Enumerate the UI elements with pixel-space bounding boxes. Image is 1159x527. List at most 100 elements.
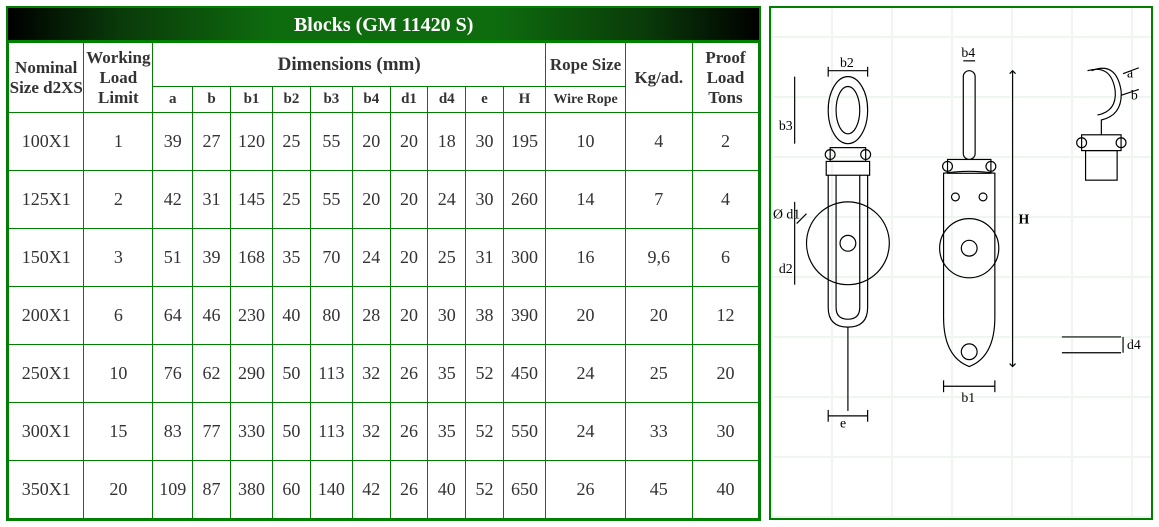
cell-b3: 113 — [310, 403, 352, 461]
page-wrapper: Blocks (GM 11420 S) Nominal Size d2XS Wo… — [6, 6, 1153, 521]
diagram-panel: b2 b3 Ø d1 d2 e — [769, 6, 1153, 520]
table-row: 200X166446230408028203038390202012 — [9, 287, 759, 345]
col-proof: Proof Load Tons — [692, 43, 759, 113]
watermark — [771, 8, 1151, 518]
cell-e: 52 — [466, 461, 504, 519]
cell-b4: 32 — [352, 345, 390, 403]
cell-kg: 33 — [626, 403, 693, 461]
cell-wll: 6 — [84, 287, 153, 345]
cell-b1: 168 — [230, 229, 272, 287]
cell-H: 300 — [503, 229, 545, 287]
cell-a: 42 — [153, 171, 193, 229]
cell-b: 46 — [193, 287, 231, 345]
cell-H: 390 — [503, 287, 545, 345]
cell-wll: 2 — [84, 171, 153, 229]
cell-nom: 350X1 — [9, 461, 84, 519]
cell-b2: 60 — [273, 461, 311, 519]
cell-proof: 6 — [692, 229, 759, 287]
cell-a: 109 — [153, 461, 193, 519]
cell-b1: 330 — [230, 403, 272, 461]
spec-table: Nominal Size d2XS Working Load Limit Dim… — [8, 42, 759, 519]
cell-b: 77 — [193, 403, 231, 461]
col-d1: d1 — [390, 87, 428, 113]
cell-kg: 25 — [626, 345, 693, 403]
cell-b4: 20 — [352, 171, 390, 229]
col-dimensions: Dimensions (mm) — [153, 43, 546, 87]
cell-d4: 35 — [428, 345, 466, 403]
col-h: H — [503, 87, 545, 113]
cell-e: 38 — [466, 287, 504, 345]
cell-b2: 35 — [273, 229, 311, 287]
col-b2: b2 — [273, 87, 311, 113]
cell-nom: 150X1 — [9, 229, 84, 287]
cell-b3: 113 — [310, 345, 352, 403]
cell-proof: 2 — [692, 113, 759, 171]
cell-b1: 145 — [230, 171, 272, 229]
cell-kg: 9,6 — [626, 229, 693, 287]
cell-b4: 20 — [352, 113, 390, 171]
cell-b1: 290 — [230, 345, 272, 403]
cell-d4: 18 — [428, 113, 466, 171]
cell-rope: 20 — [546, 287, 626, 345]
cell-d1: 20 — [390, 229, 428, 287]
cell-H: 260 — [503, 171, 545, 229]
cell-a: 51 — [153, 229, 193, 287]
col-wll: Working Load Limit — [84, 43, 153, 113]
cell-H: 550 — [503, 403, 545, 461]
col-b4: b4 — [352, 87, 390, 113]
cell-e: 52 — [466, 403, 504, 461]
col-d4: d4 — [428, 87, 466, 113]
cell-wll: 1 — [84, 113, 153, 171]
cell-e: 31 — [466, 229, 504, 287]
cell-wll: 15 — [84, 403, 153, 461]
col-rope: Rope Size — [546, 43, 626, 87]
cell-rope: 24 — [546, 403, 626, 461]
cell-b3: 55 — [310, 113, 352, 171]
cell-e: 52 — [466, 345, 504, 403]
cell-kg: 20 — [626, 287, 693, 345]
cell-nom: 250X1 — [9, 345, 84, 403]
cell-d4: 40 — [428, 461, 466, 519]
cell-b4: 32 — [352, 403, 390, 461]
cell-nom: 125X1 — [9, 171, 84, 229]
cell-b1: 230 — [230, 287, 272, 345]
cell-kg: 45 — [626, 461, 693, 519]
cell-b2: 40 — [273, 287, 311, 345]
table-head: Nominal Size d2XS Working Load Limit Dim… — [9, 43, 759, 113]
spec-table-panel: Blocks (GM 11420 S) Nominal Size d2XS Wo… — [6, 6, 761, 521]
table-row: 250X11076622905011332263552450242520 — [9, 345, 759, 403]
cell-nom: 100X1 — [9, 113, 84, 171]
cell-b4: 24 — [352, 229, 390, 287]
cell-d1: 26 — [390, 345, 428, 403]
cell-b3: 140 — [310, 461, 352, 519]
cell-rope: 10 — [546, 113, 626, 171]
cell-b: 62 — [193, 345, 231, 403]
table-row: 300X11583773305011332263552550243330 — [9, 403, 759, 461]
cell-rope: 14 — [546, 171, 626, 229]
cell-b3: 70 — [310, 229, 352, 287]
cell-d1: 20 — [390, 287, 428, 345]
cell-d1: 26 — [390, 461, 428, 519]
col-a: a — [153, 87, 193, 113]
cell-e: 30 — [466, 113, 504, 171]
cell-b2: 50 — [273, 403, 311, 461]
cell-proof: 20 — [692, 345, 759, 403]
cell-b3: 55 — [310, 171, 352, 229]
cell-nom: 200X1 — [9, 287, 84, 345]
cell-b1: 380 — [230, 461, 272, 519]
cell-proof: 40 — [692, 461, 759, 519]
cell-d1: 20 — [390, 171, 428, 229]
col-b: b — [193, 87, 231, 113]
cell-e: 30 — [466, 171, 504, 229]
cell-d4: 25 — [428, 229, 466, 287]
cell-kg: 4 — [626, 113, 693, 171]
col-b1: b1 — [230, 87, 272, 113]
cell-a: 64 — [153, 287, 193, 345]
cell-b: 87 — [193, 461, 231, 519]
table-row: 100X1139271202555202018301951042 — [9, 113, 759, 171]
panel-title: Blocks (GM 11420 S) — [8, 8, 759, 42]
cell-rope: 26 — [546, 461, 626, 519]
cell-nom: 300X1 — [9, 403, 84, 461]
table-row: 150X135139168357024202531300169,66 — [9, 229, 759, 287]
col-nominal: Nominal Size d2XS — [9, 43, 84, 113]
